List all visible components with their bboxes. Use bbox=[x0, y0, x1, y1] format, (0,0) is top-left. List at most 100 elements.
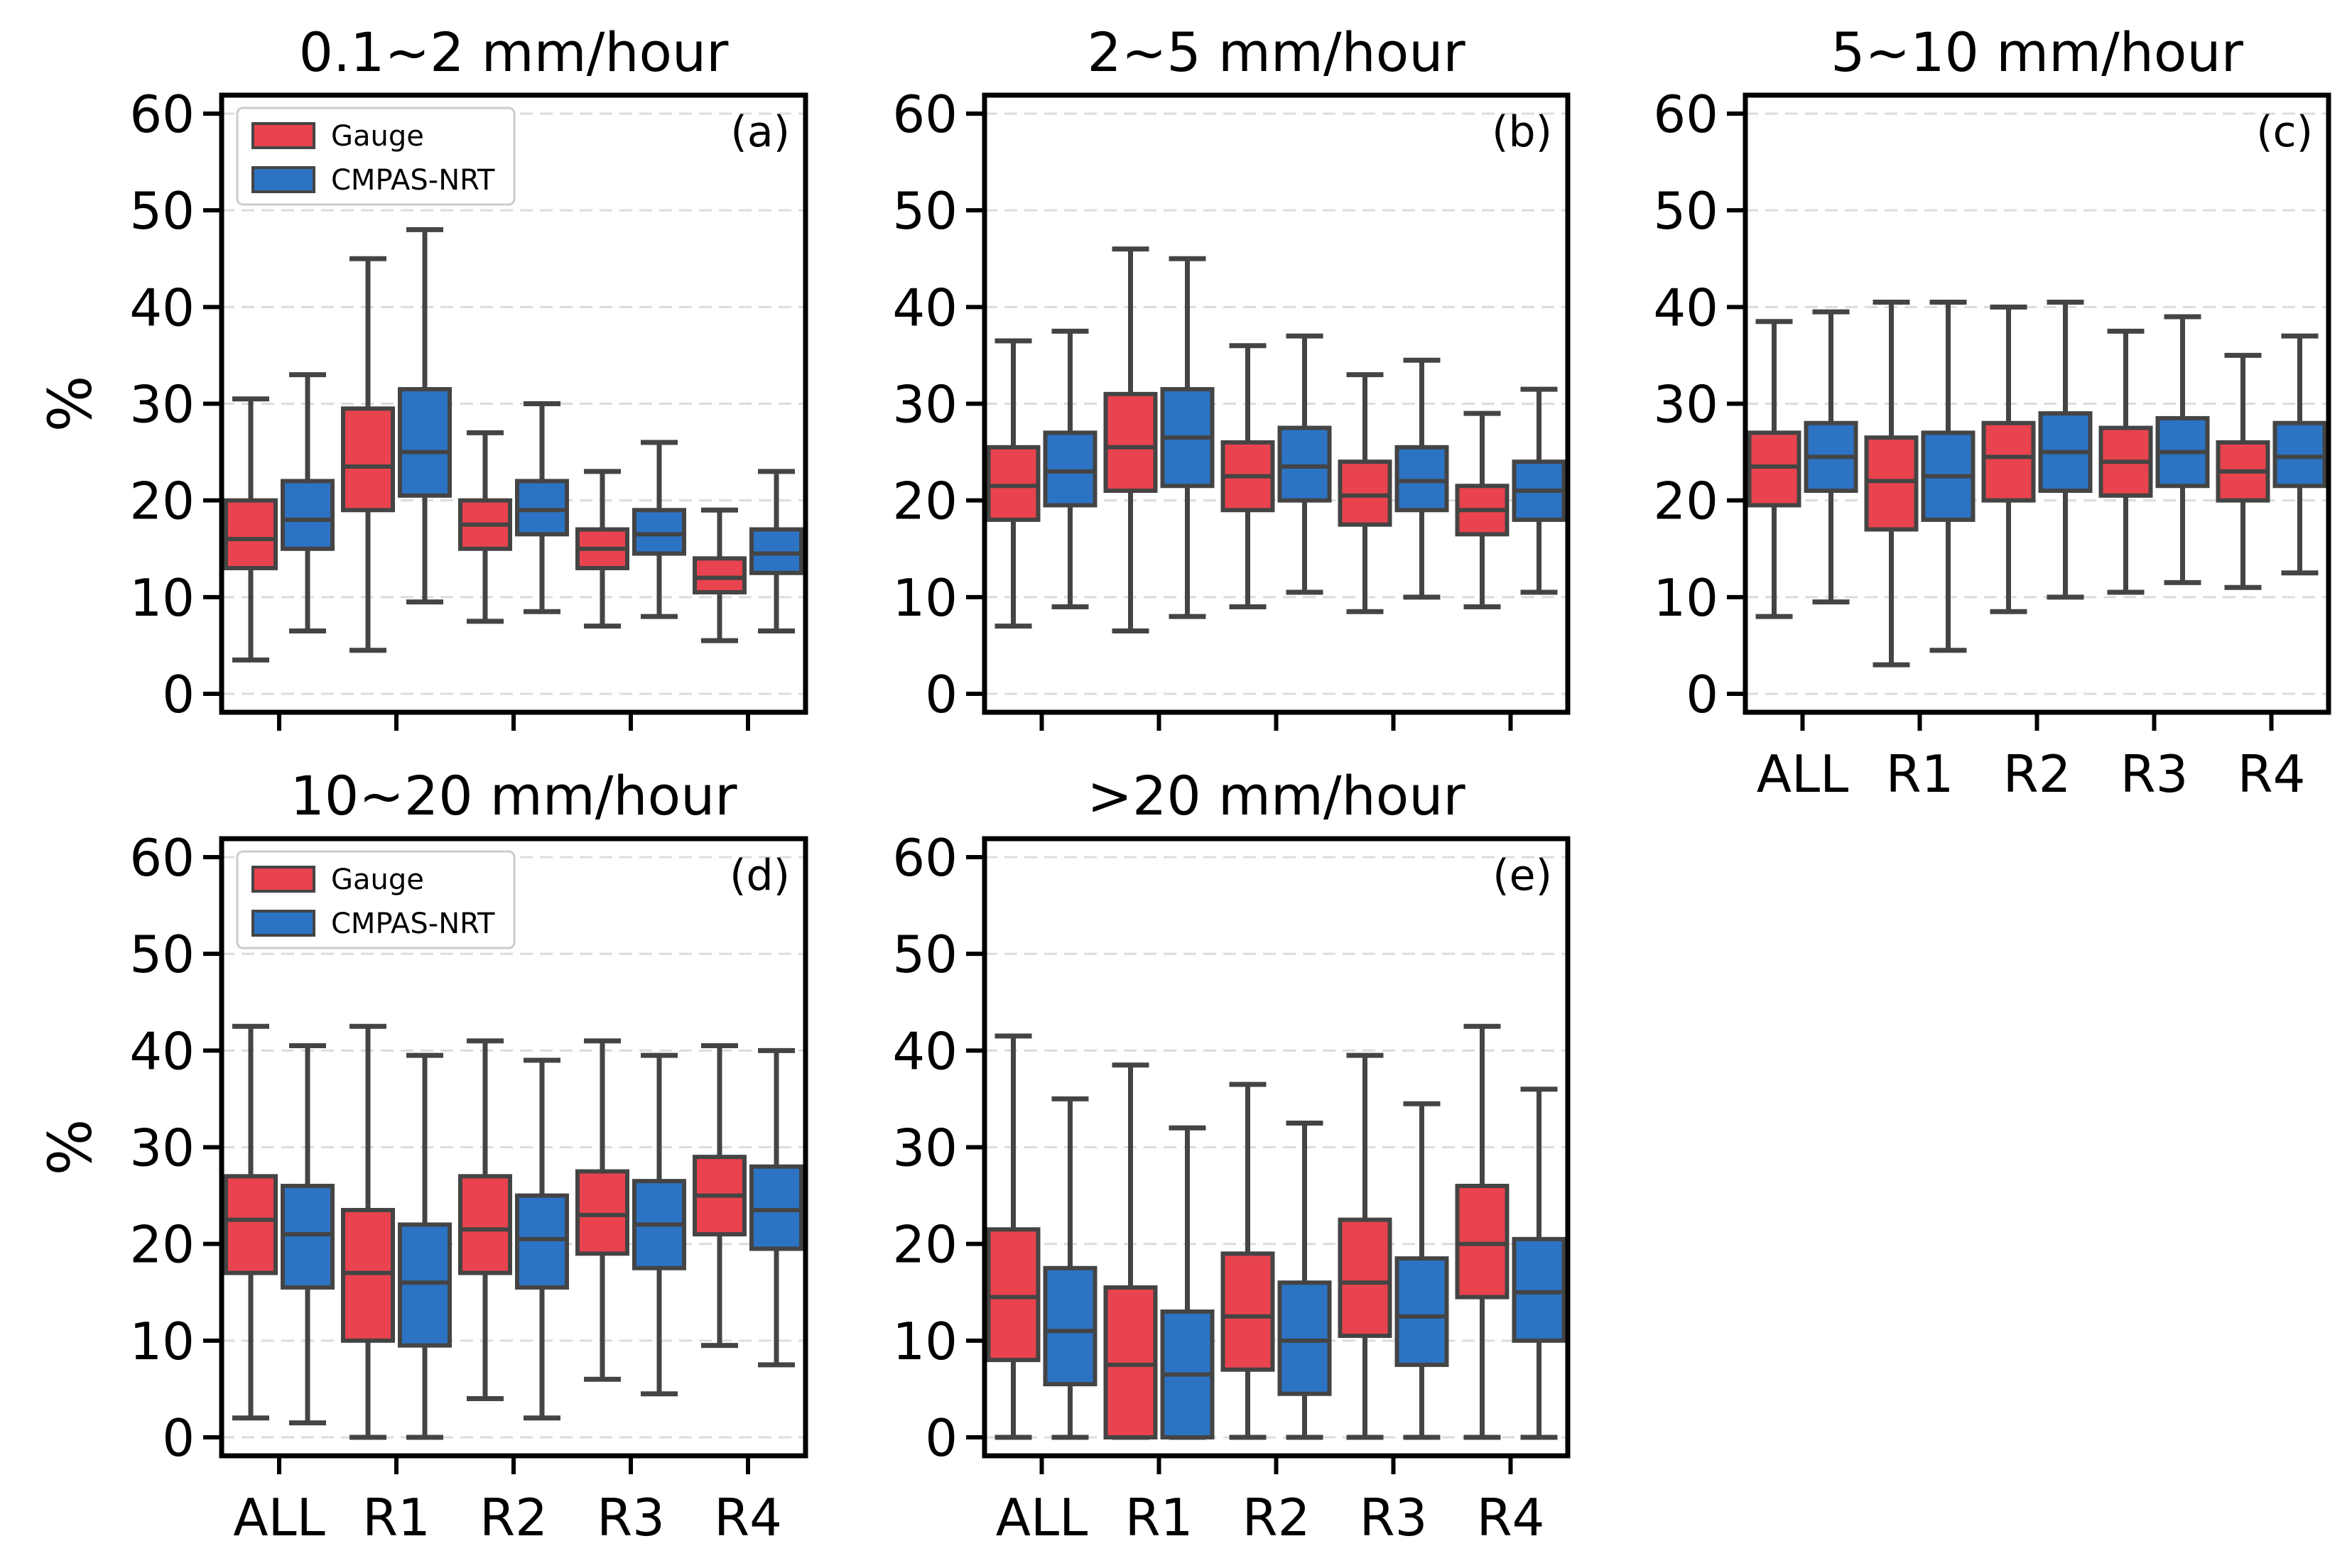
y-tick-label: 40 bbox=[129, 278, 195, 337]
box-cmpas-r2 bbox=[1277, 1120, 1332, 1440]
x-tick-label-r1: R1 bbox=[362, 1488, 430, 1547]
y-tick-label: 40 bbox=[892, 278, 958, 337]
box-body bbox=[1512, 1236, 1566, 1343]
box-cmpas-r4 bbox=[1512, 386, 1566, 595]
box-body bbox=[575, 1169, 629, 1256]
box-body bbox=[1394, 1256, 1449, 1367]
box-body bbox=[2272, 420, 2327, 489]
legend-label-gauge: Gauge bbox=[331, 120, 424, 153]
box-cmpas-r1 bbox=[398, 1052, 452, 1440]
panel-title: >20 mm/hour bbox=[1087, 764, 1465, 827]
box-body bbox=[1981, 420, 2036, 503]
box-body bbox=[1277, 425, 1332, 503]
box-gauge-all bbox=[986, 1033, 1041, 1440]
y-tick-label: 50 bbox=[129, 181, 195, 241]
y-tick-label: 60 bbox=[129, 85, 195, 144]
y-tick-label: 10 bbox=[1653, 568, 1718, 628]
x-tick-label-all: ALL bbox=[233, 1488, 325, 1547]
x-tick-label-r4: R4 bbox=[1477, 1488, 1545, 1547]
box-body bbox=[398, 1222, 452, 1348]
box-body bbox=[515, 479, 569, 537]
y-axis-label: % bbox=[36, 1119, 105, 1176]
legend-swatch-gauge bbox=[251, 122, 315, 149]
box-body bbox=[1864, 435, 1919, 532]
box-gauge-r2 bbox=[458, 1038, 512, 1402]
x-tick-label-r4: R4 bbox=[2238, 744, 2306, 804]
y-tick-label: 20 bbox=[129, 472, 195, 531]
y-tick-label: 10 bbox=[892, 1312, 958, 1371]
panel-label: (a) bbox=[730, 107, 790, 157]
box-body bbox=[1103, 391, 1158, 494]
y-tick-label: 0 bbox=[162, 665, 195, 724]
box-body bbox=[1394, 445, 1449, 513]
box-body bbox=[1455, 1183, 1510, 1300]
box-cmpas-r2 bbox=[515, 401, 569, 614]
x-tick-label-r2: R2 bbox=[479, 1488, 548, 1547]
y-tick-label: 30 bbox=[892, 1118, 958, 1178]
y-tick-label: 30 bbox=[129, 375, 195, 435]
box-gauge-r4 bbox=[693, 507, 747, 643]
y-tick-label: 10 bbox=[129, 568, 195, 628]
box-body bbox=[224, 1174, 278, 1275]
box-cmpas-r3 bbox=[1394, 357, 1449, 600]
box-body bbox=[458, 1174, 512, 1275]
box-body bbox=[986, 445, 1041, 522]
y-tick-label: 20 bbox=[129, 1215, 195, 1275]
box-gauge-all bbox=[986, 338, 1041, 629]
y-tick-label: 10 bbox=[129, 1312, 195, 1371]
box-cmpas-r1 bbox=[1160, 1125, 1215, 1440]
box-cmpas-all bbox=[281, 1043, 335, 1426]
legend-label-cmpas: CMPAS-NRT bbox=[331, 908, 495, 940]
box-gauge-r1 bbox=[1103, 246, 1158, 633]
panel-title: 10~20 mm/hour bbox=[290, 764, 737, 827]
y-tick-label: 20 bbox=[892, 472, 958, 531]
panel-label: (d) bbox=[730, 851, 790, 900]
box-body bbox=[224, 498, 278, 570]
box-body bbox=[749, 1164, 803, 1251]
box-cmpas-r2 bbox=[1277, 333, 1332, 595]
panel-label: (b) bbox=[1492, 107, 1552, 157]
box-cmpas-all bbox=[1043, 1096, 1098, 1440]
y-tick-label: 60 bbox=[892, 85, 958, 144]
legend-swatch-gauge bbox=[251, 866, 315, 893]
x-tick-label-r2: R2 bbox=[1242, 1488, 1311, 1547]
x-tick-label-r1: R1 bbox=[1886, 744, 1954, 804]
box-body bbox=[749, 527, 803, 575]
y-tick-label: 50 bbox=[129, 925, 195, 984]
legend-swatch-cmpas bbox=[251, 166, 315, 193]
box-gauge-r4 bbox=[2216, 352, 2270, 590]
chart-panel-c: 0 10 20 30 40 50 60 ALL R1 R2 R3 R4 5~10 mm/hour (c) bbox=[1653, 21, 2331, 804]
y-tick-label: 60 bbox=[892, 828, 958, 888]
legend-swatch-cmpas bbox=[251, 910, 315, 937]
chart-panel-a: 0 10 20 30 40 50 60 0.1~2 mm/hour(a)% Gauge CMPAS… bbox=[36, 21, 808, 731]
y-tick-label: 40 bbox=[892, 1021, 958, 1081]
x-tick-label-all: ALL bbox=[1757, 744, 1848, 804]
box-body bbox=[1103, 1285, 1158, 1439]
y-tick-label: 40 bbox=[1653, 278, 1718, 337]
box-gauge-r1 bbox=[341, 1023, 395, 1440]
panel-title: 0.1~2 mm/hour bbox=[299, 21, 730, 84]
box-body bbox=[986, 1227, 1041, 1363]
box-gauge-r2 bbox=[1981, 304, 2036, 614]
box-gauge-r4 bbox=[1455, 1023, 1510, 1440]
box-body bbox=[693, 556, 747, 595]
x-tick-label-all: ALL bbox=[996, 1488, 1088, 1547]
box-cmpas-r4 bbox=[749, 1047, 803, 1368]
y-tick-label: 30 bbox=[1653, 375, 1718, 435]
chart-panel-e: 0 10 20 30 40 50 60 ALL R1 R2 R3 R4 >20 mm/hour (e) bbox=[892, 764, 1571, 1547]
panel-label: (c) bbox=[2256, 107, 2313, 157]
y-tick-label: 10 bbox=[892, 568, 958, 628]
y-tick-label: 30 bbox=[892, 375, 958, 435]
legend: Gauge CMPAS-NRT bbox=[236, 850, 516, 949]
box-body bbox=[341, 1208, 395, 1343]
box-body bbox=[515, 1193, 569, 1290]
box-cmpas-r1 bbox=[1160, 256, 1215, 619]
x-tick-label-r1: R1 bbox=[1125, 1488, 1193, 1547]
legend-label-gauge: Gauge bbox=[331, 864, 424, 896]
box-body bbox=[281, 1183, 335, 1290]
y-tick-label: 60 bbox=[129, 828, 195, 888]
legend: Gauge CMPAS-NRT bbox=[236, 107, 516, 206]
x-tick-label-r4: R4 bbox=[714, 1488, 782, 1547]
box-gauge-r4 bbox=[1455, 410, 1510, 609]
